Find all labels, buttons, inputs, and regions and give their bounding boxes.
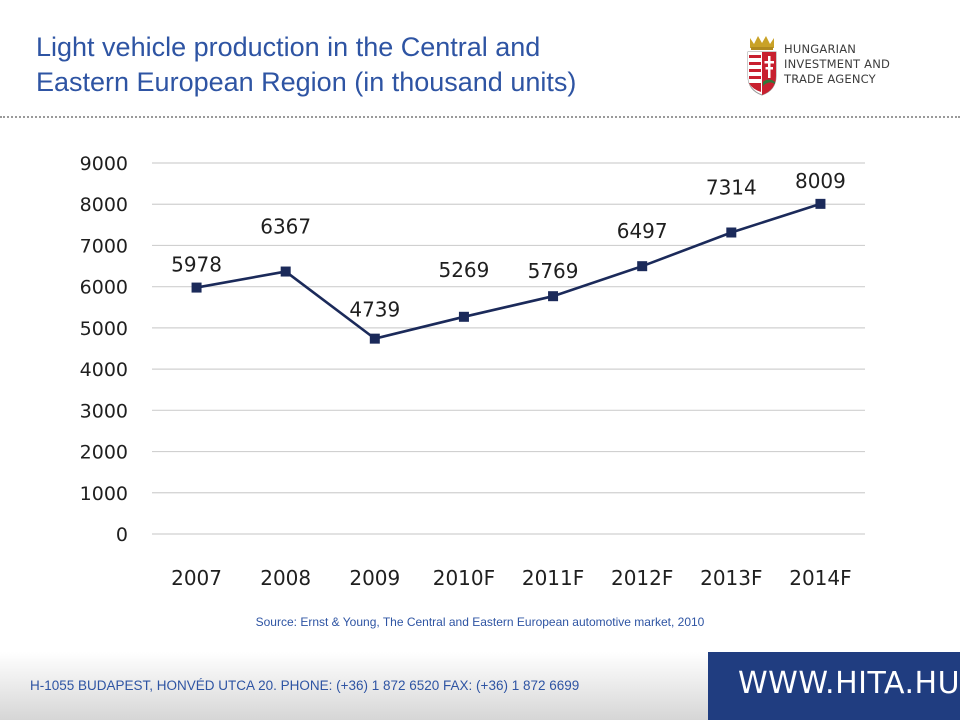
line-chart: 0 1000 2000 3000 4000 5000 6000 7000 8000 9000 200… [80,153,865,590]
x-tick-label: 2013F [700,566,762,590]
data-point [815,198,826,209]
y-tick-label: 3000 [80,400,128,422]
y-tick-label: 5000 [80,318,128,340]
y-tick-label: 6000 [80,277,128,299]
data-point [458,311,469,322]
x-tick-label: 2010F [433,566,495,590]
coat-of-arms-icon [747,36,777,96]
header-divider [0,116,960,118]
data-point [369,333,380,344]
data-label: 5269 [438,258,489,282]
website-link[interactable]: WWW.HITA.HU [738,666,960,701]
data-point [548,291,559,302]
data-point [637,261,648,272]
x-tick-label: 2009 [349,566,400,590]
page-title-line-1: Light vehicle production in the Central … [36,32,541,62]
x-tick-label: 2012F [611,566,673,590]
y-tick-label: 0 [116,524,128,546]
data-label: 5978 [171,253,222,277]
source-note: Source: Ernst & Young, The Central and E… [255,615,705,629]
data-point [280,266,291,277]
y-tick-label: 2000 [80,442,128,464]
data-point [726,227,737,238]
logo-line-1: HUNGARIAN [784,42,857,56]
x-tick-label: 2014F [789,566,851,590]
y-tick-label: 4000 [80,359,128,381]
data-label: 4739 [349,298,400,322]
x-tick-label: 2008 [260,566,311,590]
data-label: 8009 [795,169,846,193]
footer-contact: H-1055 BUDAPEST, HONVÉD UTCA 20. PHONE: … [30,678,580,693]
x-tick-label: 2007 [171,566,222,590]
data-label: 7314 [706,176,757,200]
logo-line-2: INVESTMENT AND [784,57,891,71]
page-title: Light vehicle production in the Central … [36,30,736,100]
data-label: 6497 [617,219,668,243]
page-title-line-2: Eastern European Region (in thousand uni… [36,67,577,97]
logo-line-3: TRADE AGENCY [784,72,876,86]
series-line [196,202,821,341]
y-tick-label: 1000 [80,483,128,505]
y-tick-label: 9000 [80,153,128,175]
x-tick-label: 2011F [522,566,584,590]
y-tick-label: 8000 [80,194,128,216]
data-label: 5769 [528,259,579,283]
logo-wordmark: HUNGARIAN INVESTMENT AND TRADE AGENCY [784,42,890,87]
y-tick-label: 7000 [80,235,128,257]
footer-website-panel: WWW.HITA.HU [708,652,960,720]
data-label: 6367 [260,215,311,239]
hita-logo: HUNGARIAN INVESTMENT AND TRADE AGENCY [744,34,944,100]
footer: H-1055 BUDAPEST, HONVÉD UTCA 20. PHONE: … [0,652,960,720]
footer-contact-panel: H-1055 BUDAPEST, HONVÉD UTCA 20. PHONE: … [0,652,708,720]
data-point [191,282,202,293]
